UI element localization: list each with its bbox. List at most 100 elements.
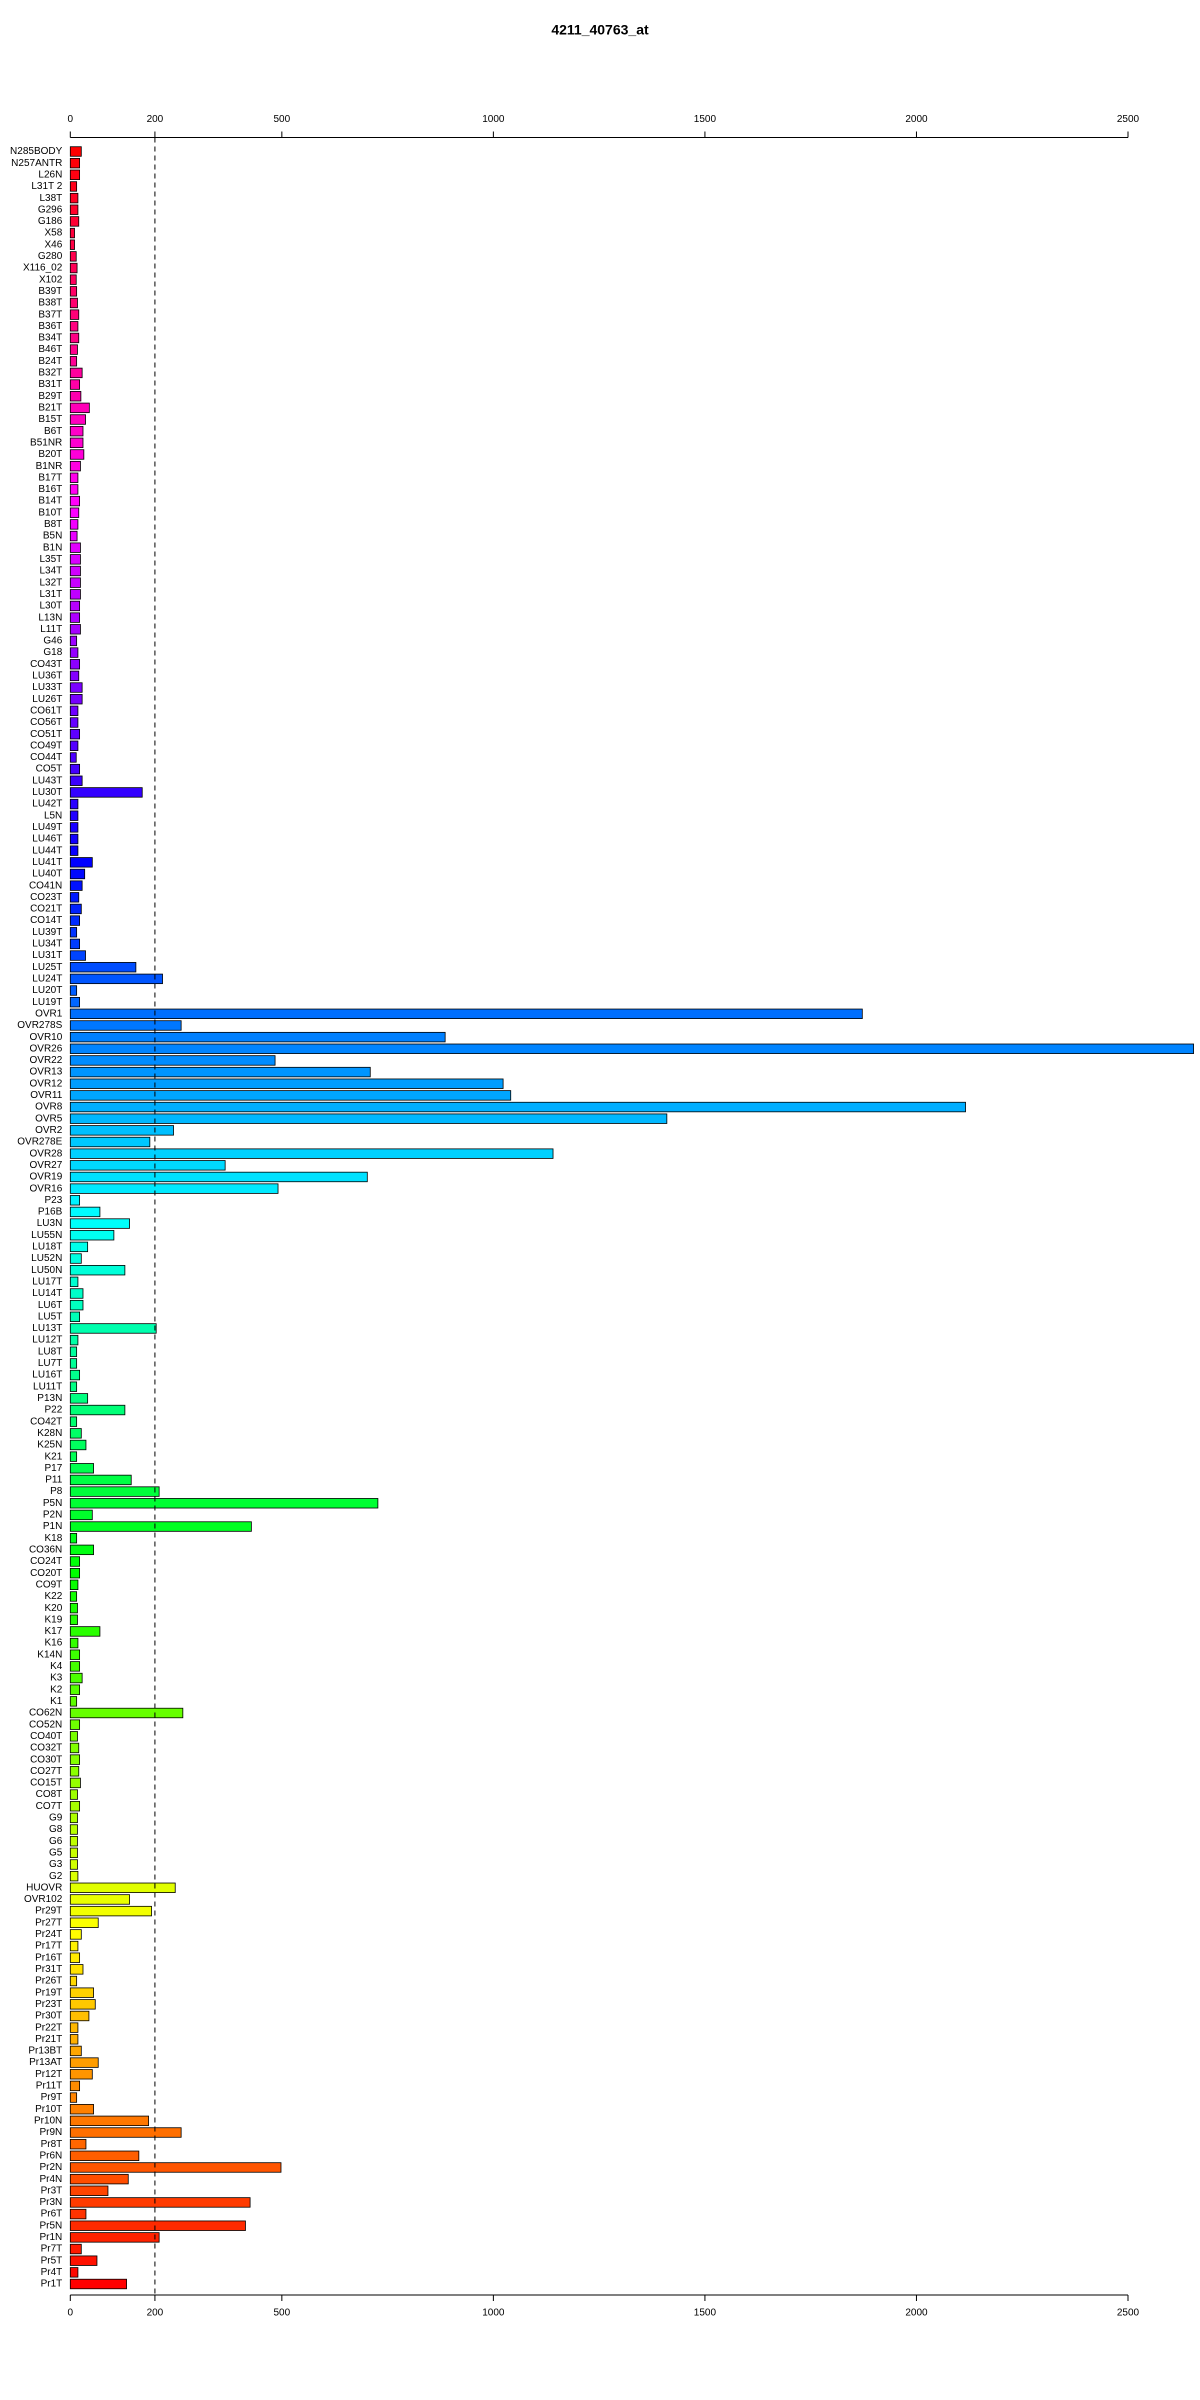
bar [69,1265,126,1276]
bar [69,1253,82,1264]
y-tick-label: B16T [38,484,62,495]
bar [69,157,81,169]
y-tick-label: Pr24T [35,1929,62,1940]
y-tick-label: Pr13BT [28,2046,62,2057]
y-tick-label: LU26T [32,694,62,705]
bar [69,2034,79,2045]
y-tick-label: B15T [38,414,62,425]
bar [69,1358,78,1369]
bar [69,624,81,635]
bar [69,1637,79,1649]
y-tick-label: Pr2N [40,2162,63,2173]
y-tick-label: G2 [49,1871,63,1882]
y-tick-label: X58 [45,228,63,239]
bar [69,356,78,367]
bar [69,1474,132,1486]
y-tick-label: LU5T [38,1311,62,1322]
bar [69,2022,79,2033]
bar [69,1031,446,1043]
y-tick-label: OVR11 [30,1090,62,1101]
y-tick-label: CO24T [30,1556,62,1567]
bar [69,950,86,961]
y-tick-label: P11 [45,1475,62,1486]
y-tick-label: CO62N [29,1708,62,1719]
y-tick-label: B38T [38,298,62,309]
bar [69,519,79,530]
y-tick-label: B17T [38,472,62,483]
y-tick-label: LU3N [37,1218,63,1229]
x-tick-label: 1000 [482,2308,505,2319]
bar [69,449,85,460]
y-tick-label: B29T [38,391,62,402]
y-tick-label: OVR26 [30,1043,63,1054]
bar [69,1952,81,1963]
y-tick-label: Pr5T [41,2255,63,2266]
bar [69,1288,84,1299]
y-tick-label: Pr26T [35,1976,62,1987]
bar [69,1719,81,1730]
bar [69,962,137,973]
y-tick-label: K28N [37,1428,62,1439]
bar [69,1999,96,2010]
y-tick-label: LU18T [32,1242,62,1253]
bar [69,1894,130,1905]
bar [69,915,81,926]
bar [69,2045,82,2057]
y-tick-label: Pr22T [35,2022,62,2033]
y-tick-label: K17 [45,1626,63,1637]
y-tick-label: LU14T [32,1288,62,1299]
y-tick-label: B46T [38,344,62,355]
y-tick-label: X102 [39,274,63,285]
bar [69,973,163,985]
bar [69,239,75,250]
y-tick-label: LU52N [31,1253,62,1264]
y-tick-label: CO7T [36,1801,63,1812]
bar [69,192,79,204]
bar [69,2255,98,2266]
y-tick-label: CO21T [30,904,62,915]
y-tick-label: OVR8 [35,1102,63,1113]
y-tick-label: Pr1N [40,2232,63,2243]
x-tick-label: 2500 [1117,2308,1140,2319]
bar [69,297,78,309]
bar [69,1428,82,1439]
y-tick-label: L32T [40,577,63,588]
y-tick-label: OVR28 [30,1148,63,1159]
bar [69,1311,81,1322]
y-tick-label: G5 [49,1847,63,1858]
y-tick-label: CO61T [30,705,62,716]
bar [69,1381,78,1392]
y-tick-label: OVR278S [17,1020,62,1031]
bar [69,1591,78,1602]
bar [69,1882,176,1893]
bar [69,1602,78,1614]
y-tick-label: Pr17T [35,1941,62,1952]
y-tick-label: L5N [44,810,62,821]
y-tick-label: LU6T [38,1300,62,1311]
y-tick-label: Pr4N [40,2174,63,2185]
y-tick-label: Pr29T [35,1906,62,1917]
x-tick-label: 2500 [1117,114,1140,125]
bar [69,216,80,227]
bar [69,2057,99,2068]
bar [69,670,80,682]
y-tick-label: Pr5N [40,2220,63,2231]
x-tick-label: 1000 [482,114,505,125]
y-tick-label: Pr10N [34,2115,62,2126]
bar [69,1090,512,1101]
y-tick-label: G296 [38,204,63,215]
y-tick-label: OVR278E [17,1137,62,1148]
y-tick-label: LU49T [32,822,62,833]
y-tick-label: OVR5 [35,1113,63,1124]
y-tick-label: B51NR [30,437,62,448]
bar [69,1661,81,1672]
y-tick-label: P2N [43,1510,62,1521]
y-tick-label: OVR27 [30,1160,63,1171]
bar [69,1836,78,1847]
bar [69,763,81,775]
y-tick-label: Pr1T [41,2279,63,2290]
y-tick-label: B10T [38,507,62,518]
bar [69,565,81,577]
bar [69,262,78,274]
bar [69,612,81,623]
